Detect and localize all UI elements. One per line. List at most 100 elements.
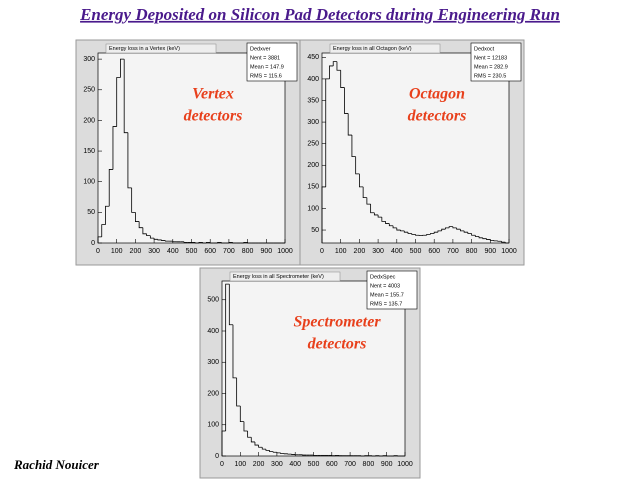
histogram-bin	[228, 284, 233, 326]
histogram-bin	[385, 221, 390, 224]
y-tick-label: 450	[307, 54, 319, 61]
histogram-bin	[340, 70, 345, 88]
histogram-bin	[236, 377, 241, 407]
histogram-bin	[120, 58, 125, 78]
histogram-bin	[321, 186, 326, 243]
stats-box	[366, 270, 418, 310]
x-tick-label: 200	[130, 248, 142, 255]
histogram-bin	[149, 235, 155, 239]
histogram-bin	[467, 232, 472, 234]
histogram-bin	[228, 241, 233, 243]
histogram-bin	[377, 214, 382, 218]
histogram-bin	[202, 242, 207, 244]
hist-title: Energy loss in all Spectrometer (keV)	[233, 274, 324, 280]
histogram-bin	[153, 238, 158, 240]
y-tick-label: 500	[207, 297, 219, 304]
x-tick-label: 800	[242, 248, 254, 255]
x-tick-label: 1000	[277, 248, 293, 255]
x-tick-label: 200	[253, 461, 265, 468]
histogram-bin	[482, 237, 487, 240]
stats-name: Dedxver	[250, 46, 271, 52]
histogram-bin	[381, 217, 386, 222]
histogram-bin	[359, 173, 364, 188]
x-tick-label: 300	[148, 248, 160, 255]
x-tick-label: 1000	[397, 461, 413, 468]
histogram-bin	[459, 229, 465, 232]
histogram-bin	[135, 212, 140, 222]
histogram-bin	[336, 61, 341, 71]
histogram-bin	[183, 241, 188, 243]
histogram-bin	[430, 233, 435, 235]
histogram-bin	[164, 240, 170, 242]
histogram-bin	[269, 450, 274, 453]
y-tick-label: 0	[91, 240, 95, 247]
stats-box	[470, 42, 522, 82]
histogram-bin	[146, 233, 151, 237]
stats-line: Mean = 282.9	[474, 64, 508, 70]
y-tick-label: 100	[307, 205, 319, 212]
histogram-bin	[157, 239, 162, 241]
histogram-bin	[456, 227, 461, 230]
histogram-bin	[123, 59, 128, 134]
histogram-bin	[261, 447, 266, 450]
histogram-bin	[463, 230, 468, 233]
y-tick-label: 200	[307, 162, 319, 169]
y-tick-label: 300	[83, 56, 95, 63]
histogram-bin	[232, 242, 237, 244]
annotation: detectors	[308, 336, 367, 353]
y-tick-label: 400	[307, 76, 319, 83]
histogram-bin	[478, 236, 483, 239]
x-tick-label: 600	[428, 248, 440, 255]
x-tick-label: 900	[484, 248, 496, 255]
histogram-bin	[501, 241, 506, 243]
x-tick-label: 200	[354, 248, 366, 255]
histogram-bin	[474, 235, 480, 237]
x-tick-label: 400	[167, 248, 179, 255]
histogram-bin	[101, 224, 106, 237]
histogram-bin	[373, 212, 379, 216]
y-tick-label: 50	[87, 209, 95, 216]
x-tick-label: 700	[447, 248, 459, 255]
histogram-bin	[452, 226, 457, 229]
histogram-bin	[112, 126, 117, 170]
hist-title: Energy loss in all Octagon (keV)	[333, 46, 412, 52]
hist-title-box	[105, 43, 217, 54]
stats-line: Nent = 12183	[474, 55, 507, 61]
histogram-bin	[280, 452, 285, 454]
histogram-bin	[198, 241, 203, 243]
histogram-bin	[325, 78, 330, 187]
hist-title-box	[229, 271, 341, 282]
histogram-bin	[396, 227, 401, 231]
histogram-bin	[489, 239, 495, 241]
histogram-bin	[448, 226, 453, 228]
y-tick-label: 300	[207, 359, 219, 366]
annotation: detectors	[408, 108, 467, 125]
x-tick-label: 500	[308, 461, 320, 468]
stats-line: Nent = 4003	[370, 283, 400, 289]
y-tick-label: 250	[307, 141, 319, 148]
annotation: Spectrometer	[293, 314, 381, 331]
histogram-bin	[486, 238, 491, 240]
x-tick-label: 1000	[501, 248, 517, 255]
y-tick-label: 150	[83, 148, 95, 155]
slide-title: Energy Deposited on Silicon Pad Detector…	[79, 5, 560, 24]
x-tick-label: 900	[381, 461, 393, 468]
histogram-bin	[116, 77, 121, 127]
hist-title: Energy loss in a Vertex (keV)	[109, 46, 180, 52]
annotation: detectors	[184, 108, 243, 125]
histogram-bin	[243, 421, 248, 432]
x-tick-label: 700	[223, 248, 235, 255]
histogram-bin	[388, 223, 394, 227]
histogram-bin	[142, 227, 147, 235]
x-tick-label: 300	[271, 461, 283, 468]
y-tick-label: 300	[307, 119, 319, 126]
histogram-bin	[138, 221, 143, 229]
stats-line: Nent = 3881	[250, 55, 280, 61]
stats-line: Mean = 155.7	[370, 292, 404, 298]
histogram-bin	[329, 65, 334, 79]
histogram-bin	[161, 239, 166, 241]
histogram-bin	[172, 241, 177, 243]
histogram-bin	[276, 452, 281, 454]
x-tick-label: 800	[466, 248, 478, 255]
